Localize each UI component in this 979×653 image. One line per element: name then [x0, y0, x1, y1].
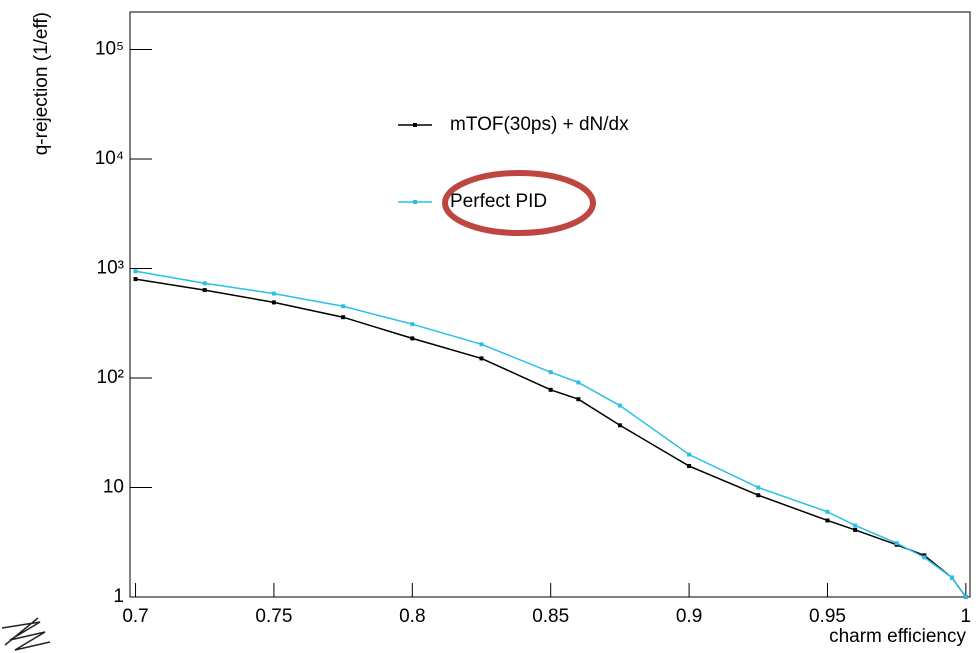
y-tick-label: 10² — [97, 367, 124, 388]
marker — [271, 291, 276, 296]
marker — [479, 342, 484, 347]
marker — [950, 575, 955, 580]
marker — [133, 277, 138, 282]
marker — [202, 281, 207, 286]
series-line — [135, 278, 967, 598]
marker — [756, 485, 761, 490]
y-tick-label: 10 — [103, 477, 124, 498]
y-tick-label: 1 — [113, 586, 124, 607]
marker — [548, 370, 553, 375]
marker — [617, 403, 622, 408]
marker — [479, 356, 484, 361]
marker — [341, 304, 346, 309]
marker — [922, 555, 927, 560]
x-tick-label: 0.85 — [532, 606, 569, 627]
marker — [825, 509, 830, 514]
series-line — [135, 270, 967, 598]
marker — [894, 541, 899, 546]
x-tick-label: 0.8 — [399, 606, 425, 627]
marker — [576, 380, 581, 385]
marker — [687, 452, 692, 457]
marker — [853, 527, 858, 532]
x-tick-label: 0.95 — [809, 606, 846, 627]
highlight-ellipse — [442, 170, 596, 236]
legend-label: mTOF(30ps) + dN/dx — [450, 114, 629, 135]
marker — [963, 595, 968, 599]
marker — [756, 493, 761, 498]
x-tick-label: 1 — [961, 606, 972, 627]
marker — [410, 336, 415, 341]
marker — [687, 464, 692, 469]
y-tick-label: 10³ — [97, 258, 124, 279]
marker — [617, 423, 622, 428]
legend-label: Perfect PID — [450, 191, 547, 212]
marker — [576, 397, 581, 402]
marker — [825, 518, 830, 523]
plot-frame — [129, 11, 971, 598]
marker — [922, 553, 927, 558]
corner-scribble — [1, 617, 51, 651]
marker — [202, 288, 207, 293]
y-tick-label: 10⁴ — [95, 148, 124, 169]
x-tick-label: 0.9 — [676, 606, 702, 627]
marker — [853, 523, 858, 528]
y-axis-label: q-rejection (1/eff) — [31, 12, 52, 155]
marker — [341, 315, 346, 320]
marker — [410, 322, 415, 327]
marker — [271, 300, 276, 305]
x-tick-label: 0.7 — [122, 606, 148, 627]
marker — [133, 269, 138, 274]
y-tick-label: 10⁵ — [95, 39, 124, 60]
legend-marker — [413, 123, 417, 127]
legend-marker — [413, 200, 417, 204]
marker — [548, 387, 553, 392]
x-tick-label: 0.75 — [255, 606, 292, 627]
x-axis-label: charm efficiency — [829, 626, 966, 647]
